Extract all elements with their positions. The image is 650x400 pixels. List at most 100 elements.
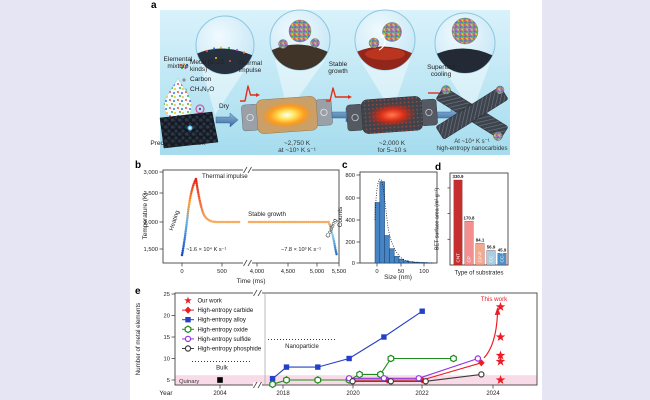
y-tick-label: 10 <box>164 357 170 363</box>
magnifier-beam-cones <box>200 60 490 115</box>
bar-CP-P <box>475 243 485 266</box>
y-tick-label: 2,500 <box>143 191 158 197</box>
legend-label: High-entropy alloy <box>198 318 246 324</box>
annotation-nanoparticle: Nanoparticle <box>285 344 319 350</box>
x-tick-label: 100 <box>419 269 429 275</box>
data-point <box>269 380 276 389</box>
y-axis-title: Temperature (K) <box>142 193 149 240</box>
thermal-impulse-pulse-icon <box>240 85 260 102</box>
elemental-mixture-label: Elemental mixture <box>163 56 193 71</box>
dry-arrow-icon <box>215 112 239 128</box>
magnifier-circle-2 <box>269 9 331 71</box>
legend-label: High-entropy oxide <box>198 327 249 333</box>
stage3-caption-line1: At ~10⁴ K s⁻¹ <box>454 139 490 145</box>
bar-category-label: CNT <box>456 253 461 263</box>
metal-dots-icon <box>179 62 189 70</box>
annotation-bulk: Bulk <box>216 366 229 372</box>
bar-category-label: CP <box>467 256 472 262</box>
axis-break-mask <box>243 167 252 173</box>
data-point <box>387 378 395 385</box>
data-point <box>356 370 363 379</box>
x-axis-title: Type of substrates <box>454 271 503 277</box>
heater-stage-2 <box>346 96 438 134</box>
annotation-heating: Heating <box>169 210 181 232</box>
data-point <box>185 317 191 323</box>
annotation-this-work: This work <box>481 296 508 303</box>
data-point <box>184 306 192 314</box>
data-point <box>384 376 391 384</box>
data-point <box>415 375 422 382</box>
panel-a-graphics <box>159 9 510 155</box>
legend-label: High-entropy carbide <box>198 308 254 314</box>
bar-category-label: CC <box>489 255 494 262</box>
x-axis-title: Year <box>159 390 173 397</box>
y-tick-label: 1,500 <box>143 247 158 253</box>
data-point <box>184 325 192 334</box>
axis-break-slash <box>247 166 252 174</box>
series-line-high-entropy-sulfide <box>349 357 479 379</box>
stage3-caption-line2: high-entropy nanocarbides <box>436 145 508 152</box>
stage1-caption: ~2,750 K at ~10⁵ K s⁻¹ <box>265 140 329 155</box>
panel-d-bet-bar-chart: 330.9 CNT 170.8 CP 84.1 CP-P 56.9 CC 45.9CC-P Typ… <box>435 172 509 277</box>
axis-break-slash <box>247 259 252 267</box>
data-point <box>495 301 506 311</box>
data-point <box>450 354 457 363</box>
stable-growth-pulse-icon <box>326 87 352 102</box>
x-tick-label: 5,500 <box>332 269 347 275</box>
histogram-bar <box>384 235 390 264</box>
y-axis-title: Number of metal elements <box>135 303 142 376</box>
magnifier-circle-1 <box>195 15 255 75</box>
data-point <box>184 296 192 304</box>
x-tick-label: 0 <box>180 269 183 275</box>
bar-category-label: CP-P <box>478 252 483 263</box>
data-point <box>283 364 290 370</box>
y-tick-label: 5 <box>167 378 170 384</box>
x-tick-label: 2024 <box>486 391 500 397</box>
x-tick-label: 2018 <box>276 391 290 397</box>
y-tick-label: 20 <box>164 314 170 320</box>
dry-label: Dry <box>218 103 230 110</box>
stage2-caption-line2: for 5–10 s <box>377 147 407 155</box>
x-tick-label: 2020 <box>346 391 360 397</box>
data-point <box>387 354 395 363</box>
x-tick-label: 50 <box>398 269 404 275</box>
data-point <box>314 376 322 384</box>
temperature-curve <box>194 177 219 224</box>
annotation-cooling-rate: −7.8 × 10³ K s⁻¹ <box>281 247 321 253</box>
stage2-caption-line1: ~2,000 K <box>378 140 406 147</box>
data-point <box>346 355 352 362</box>
data-point <box>422 378 429 385</box>
this-work-arrow <box>483 313 499 359</box>
data-point <box>495 350 506 360</box>
legend-label: High-entropy phosphide <box>198 347 262 353</box>
elemental-mixture-droplet <box>163 76 205 121</box>
data-point <box>269 376 276 382</box>
x-axis-title: Time (ms) <box>236 278 265 285</box>
x-tick-label: 4,500 <box>281 269 296 275</box>
annotation-thermal-impulse: Thermal impulse <box>202 173 248 180</box>
series-line-high-entropy-phosphide <box>352 373 482 382</box>
y-tick-label: 600 <box>345 196 355 202</box>
axis-break-slash <box>243 259 248 267</box>
axis-break-slash <box>257 381 262 389</box>
plot-frame <box>174 292 538 386</box>
quinary-label: Quinary <box>179 379 199 385</box>
y-axis-title: Counts <box>337 206 344 227</box>
legend-urea-label: CH₄N₂O <box>190 86 215 93</box>
nanotube-cross <box>436 85 508 141</box>
temperature-curve <box>327 220 339 258</box>
panel-e-label: e <box>135 286 141 297</box>
data-point <box>474 355 482 362</box>
bar-value-label: 170.8 <box>464 215 476 220</box>
data-point <box>419 308 425 314</box>
bar-value-label: 84.1 <box>476 238 485 243</box>
y-axis-title: BET surface area (m² g⁻¹) <box>435 188 441 251</box>
x-axis-title: Size (nm) <box>384 274 412 281</box>
bar-CC <box>486 250 496 266</box>
y-tick-label: 0 <box>352 261 355 267</box>
stage1-caption-line2: at ~10⁵ K s⁻¹ <box>278 147 316 155</box>
magnifier-circle-4 <box>434 12 496 74</box>
data-point <box>495 332 506 341</box>
data-point <box>349 378 356 385</box>
